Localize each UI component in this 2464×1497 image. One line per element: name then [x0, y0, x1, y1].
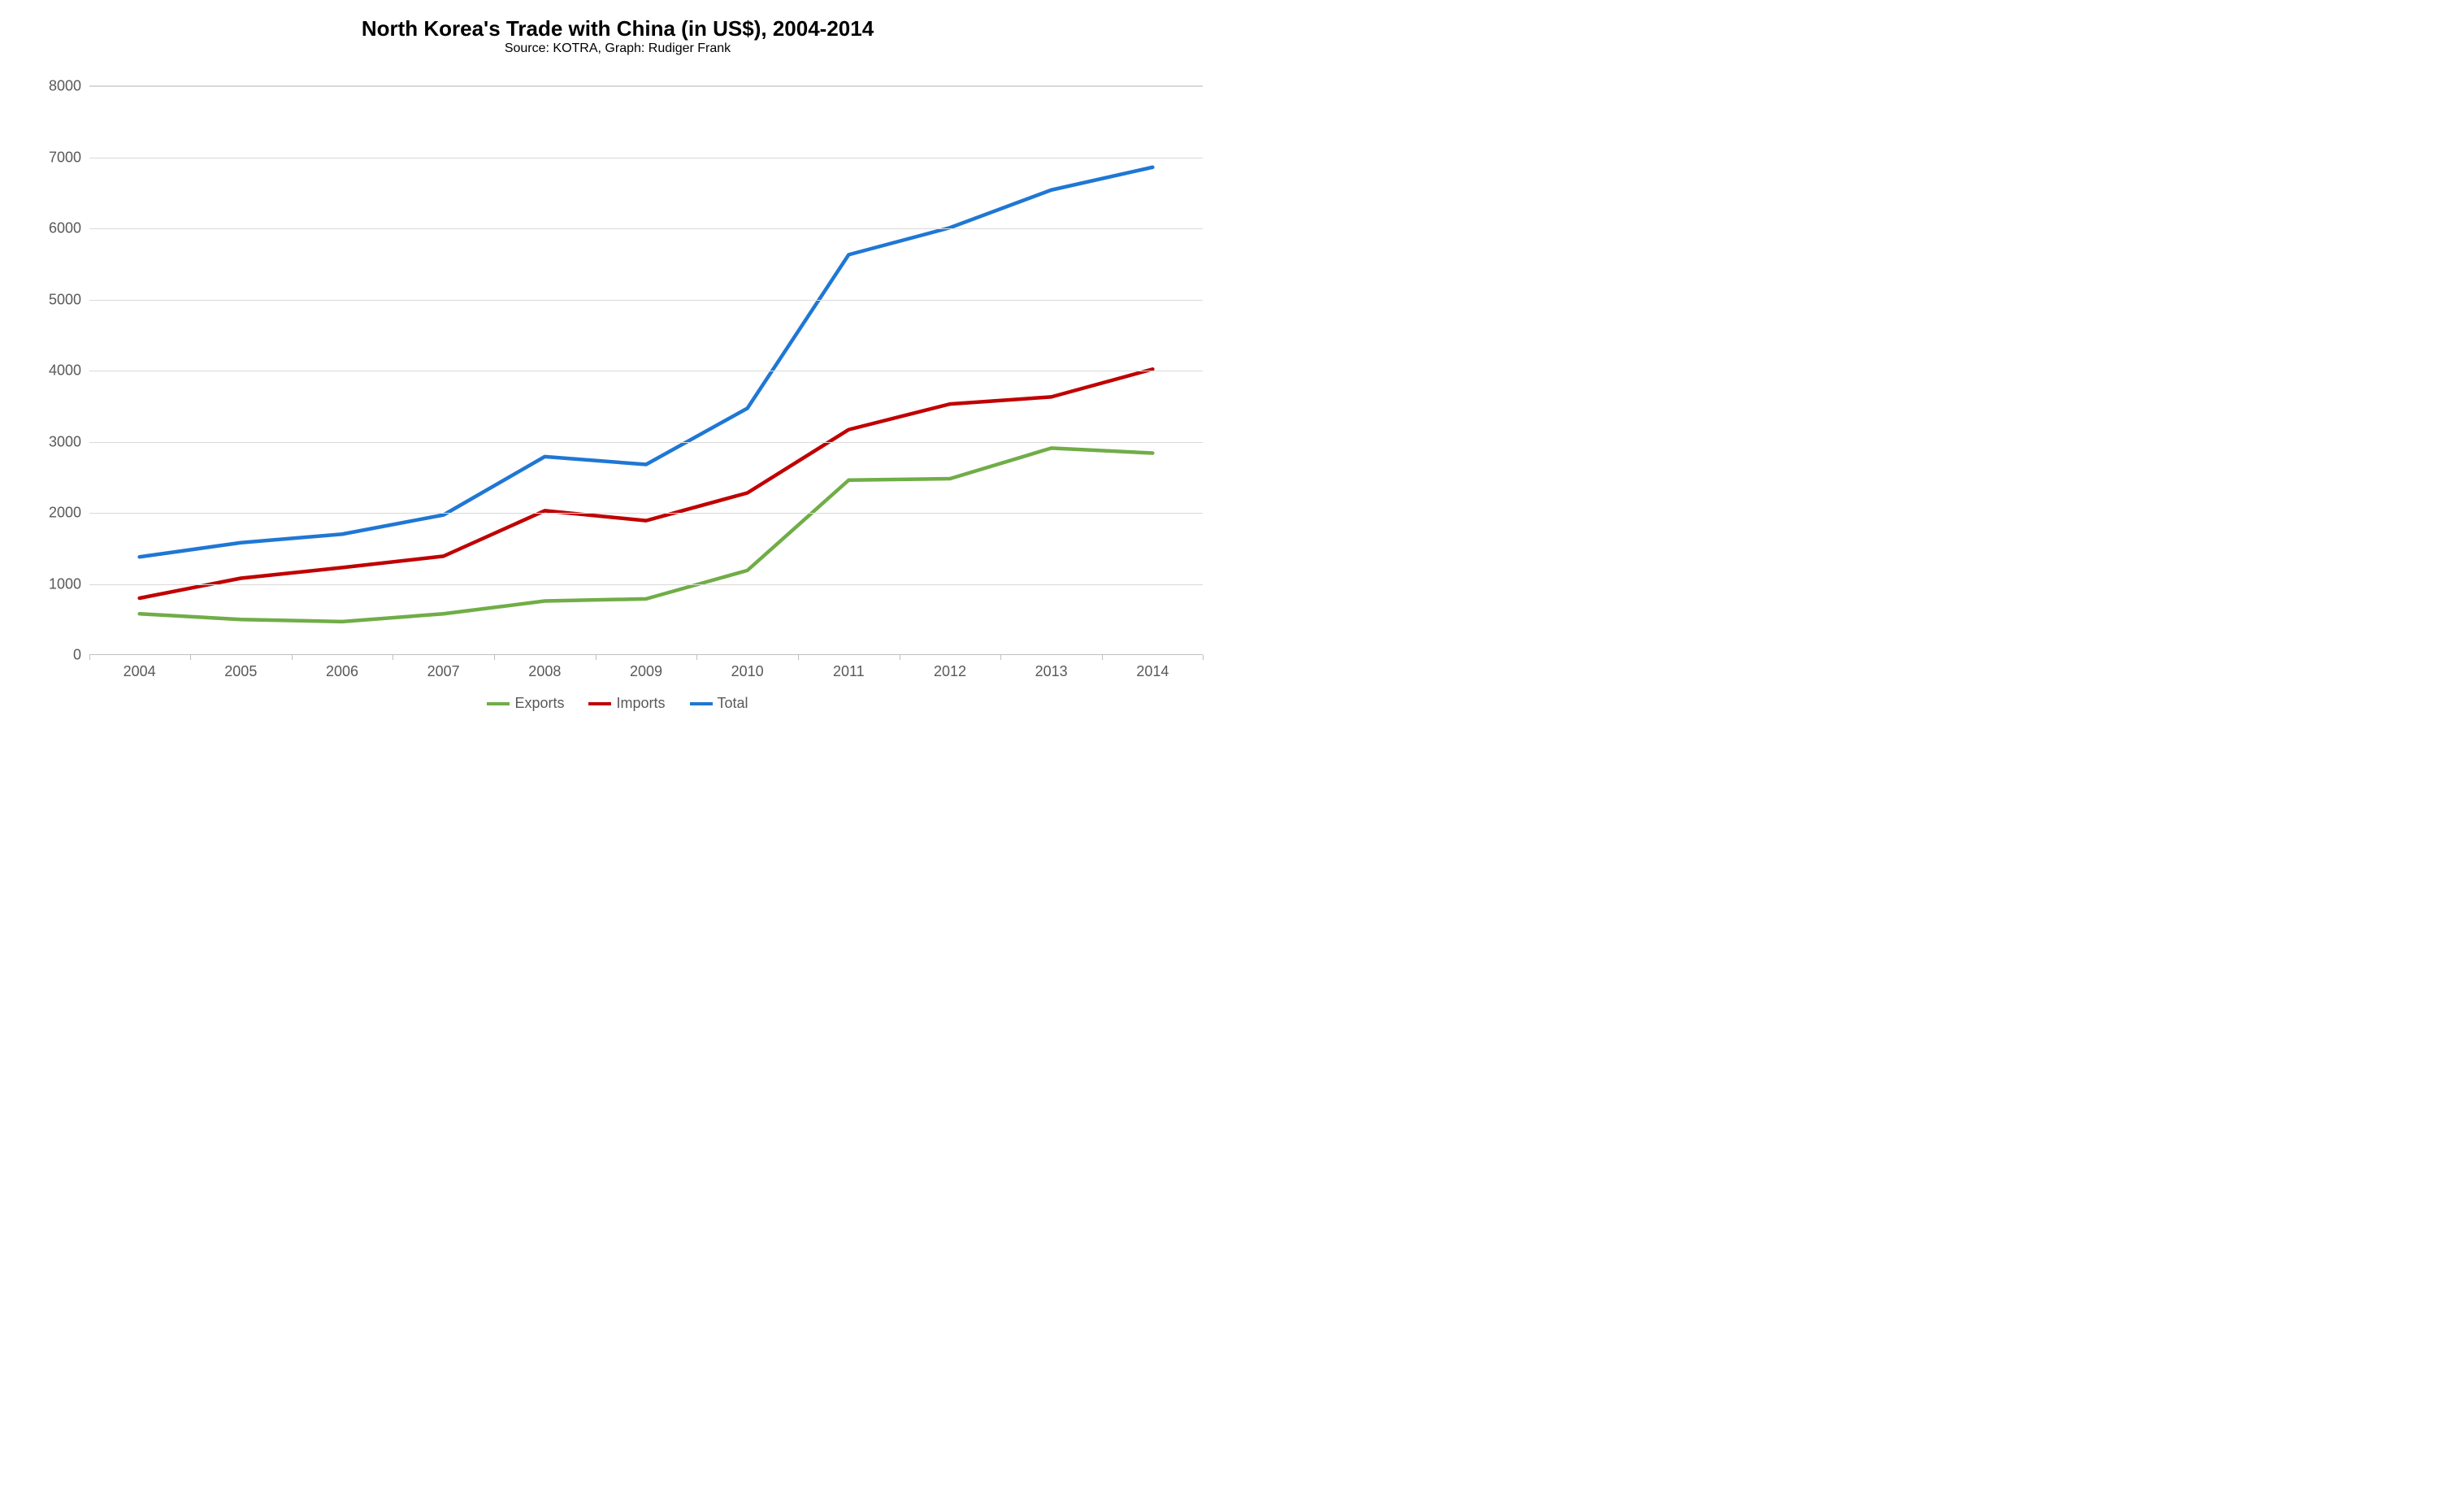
- x-tick-label: 2009: [630, 663, 662, 680]
- series-line: [140, 448, 1153, 622]
- legend-swatch: [588, 702, 611, 705]
- y-tick-label: 7000: [49, 149, 81, 166]
- y-tick-label: 8000: [49, 78, 81, 95]
- x-tick: [190, 655, 191, 660]
- gridline: [89, 584, 1203, 585]
- x-tick: [494, 655, 495, 660]
- x-tick-label: 2010: [731, 663, 764, 680]
- y-tick-label: 6000: [49, 220, 81, 237]
- gridline: [89, 86, 1203, 87]
- y-tick-label: 0: [73, 647, 81, 664]
- legend-label: Imports: [616, 695, 665, 712]
- x-tick: [696, 655, 697, 660]
- y-tick-label: 4000: [49, 362, 81, 380]
- series-line: [140, 167, 1153, 558]
- x-tick-label: 2014: [1136, 663, 1169, 680]
- legend-label: Total: [718, 695, 748, 712]
- gridline: [89, 300, 1203, 301]
- x-tick-label: 2005: [224, 663, 257, 680]
- legend-item: Imports: [588, 695, 665, 712]
- gridline: [89, 228, 1203, 229]
- x-tick: [1000, 655, 1001, 660]
- legend-swatch: [487, 702, 510, 705]
- y-tick-label: 2000: [49, 505, 81, 522]
- x-tick-label: 2008: [528, 663, 561, 680]
- legend-swatch: [690, 702, 713, 705]
- chart-subtitle: Source: KOTRA, Graph: Rudiger Frank: [16, 41, 1219, 56]
- trade-chart: North Korea's Trade with China (in US$),…: [16, 16, 1219, 731]
- legend-item: Total: [690, 695, 748, 712]
- x-tick-label: 2012: [934, 663, 966, 680]
- plot-area: 0100020003000400050006000700080002004200…: [89, 85, 1203, 655]
- x-tick-label: 2007: [427, 663, 460, 680]
- series-line: [140, 369, 1153, 598]
- x-tick: [1102, 655, 1103, 660]
- x-tick: [89, 655, 90, 660]
- gridline: [89, 442, 1203, 443]
- x-tick: [1203, 655, 1204, 660]
- legend-item: Exports: [487, 695, 564, 712]
- x-tick-label: 2006: [326, 663, 358, 680]
- chart-title: North Korea's Trade with China (in US$),…: [16, 16, 1219, 41]
- legend: Exports Imports Total: [16, 695, 1219, 712]
- x-tick: [798, 655, 799, 660]
- y-tick-label: 5000: [49, 291, 81, 308]
- x-tick-label: 2013: [1035, 663, 1068, 680]
- y-tick-label: 1000: [49, 575, 81, 592]
- x-tick: [292, 655, 293, 660]
- y-tick-label: 3000: [49, 433, 81, 450]
- legend-label: Exports: [514, 695, 564, 712]
- x-tick-label: 2011: [833, 663, 865, 680]
- gridline: [89, 513, 1203, 514]
- x-tick-label: 2004: [124, 663, 156, 680]
